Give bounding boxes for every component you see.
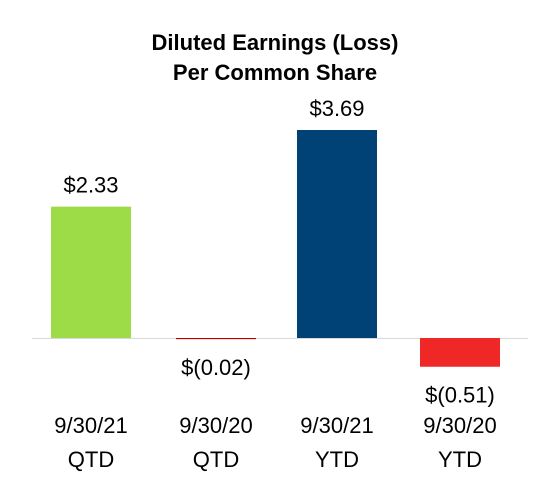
data-label-1: $2.33 [63, 173, 118, 198]
bar-3 [297, 130, 377, 338]
category-label-1-line-1: 9/30/21 [54, 413, 127, 438]
data-label-4: $(0.51) [425, 383, 495, 408]
bar-2 [176, 338, 256, 340]
category-label-4-line-1: 9/30/20 [423, 413, 496, 438]
data-label-2: $(0.02) [181, 355, 251, 380]
bar-4 [420, 338, 500, 367]
category-label-2-line-2: QTD [193, 447, 239, 472]
data-label-3: $3.69 [309, 96, 364, 121]
category-label-1-line-2: QTD [68, 447, 114, 472]
category-label-3-line-1: 9/30/21 [300, 413, 373, 438]
category-label-4-line-2: YTD [438, 447, 482, 472]
chart-title-line-1: Diluted Earnings (Loss) [151, 30, 399, 55]
category-label-2-line-1: 9/30/20 [179, 413, 252, 438]
category-label-3-line-2: YTD [315, 447, 359, 472]
chart-title: Diluted Earnings (Loss) Per Common Share [0, 28, 550, 88]
chart-title-line-2: Per Common Share [172, 60, 378, 85]
bar-1 [51, 206, 131, 338]
